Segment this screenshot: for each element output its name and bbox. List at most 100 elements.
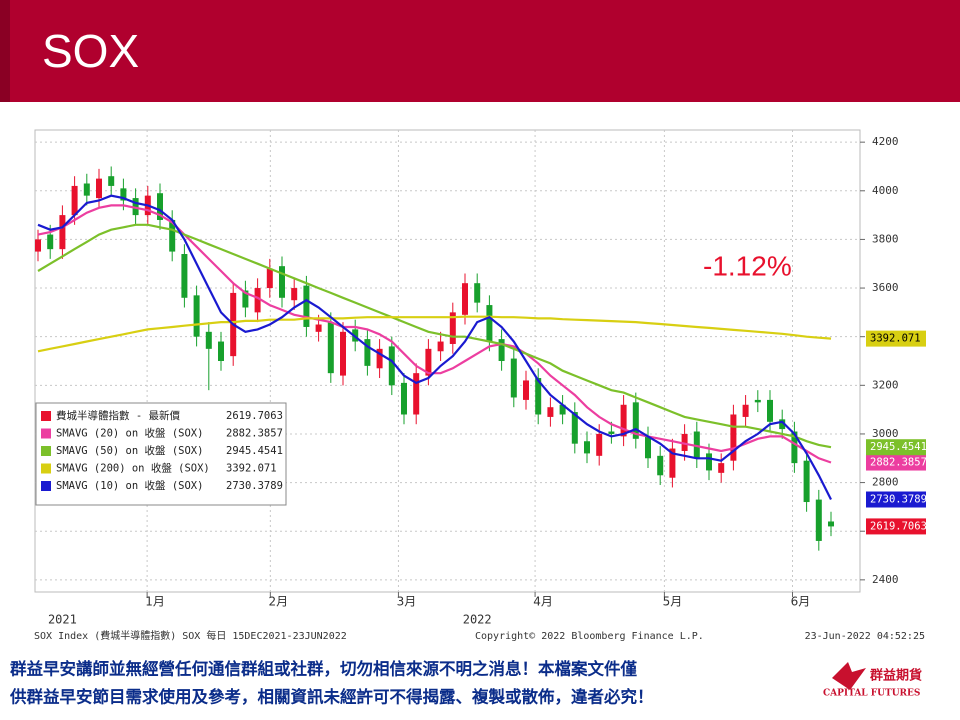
legend-swatch [41,481,51,491]
ma-line [37,315,832,353]
candle-body [608,431,615,434]
y-tick-label: 2800 [872,476,899,489]
value-tag [866,439,926,456]
value-tag [866,454,926,471]
candle-body [596,433,603,456]
candle-body [571,412,578,444]
logo-sub: CAPITAL FUTURES [823,689,920,699]
candle-body [645,436,651,459]
candle-body [169,219,176,252]
legend-label: SMAVG (200) on 收盤 (SOX) [56,462,210,475]
value-tag [866,518,926,535]
y-tick-label: 3600 [872,281,899,294]
candle-body [779,419,786,430]
y-tick-label: 4000 [872,184,899,197]
header-accent [0,0,10,102]
candle-body [437,341,444,352]
x-tick-label: 1月 [145,595,165,609]
candle-body [657,455,664,476]
candle-body [291,288,298,301]
candle-body [718,463,725,473]
plot: 2400260028003000320034003600380040004200… [34,129,927,627]
x-tick-label: 4月 [533,595,553,609]
candle-body [693,431,700,459]
x-tick-label: 6月 [791,595,811,609]
y-tick-label: 2400 [872,573,899,586]
legend-swatch [41,446,51,456]
candle-body [35,239,41,252]
legend-label: SMAVG (20) on 收盤 (SOX) [56,427,203,440]
candle-body [754,399,761,403]
ma-line [37,194,832,500]
candle-body [120,188,127,201]
slide-title: SOX [42,25,139,77]
candle-body [815,499,822,541]
candle-body [315,324,322,332]
candle-body [632,402,639,439]
candle-body [803,460,810,503]
candle-body [449,312,456,344]
candle-body [425,348,432,376]
legend-label: 費城半導體指數 - 最新價 [56,409,180,422]
candle-body [181,254,188,298]
candle-body [108,176,115,186]
year-label: 2022 [463,613,492,627]
candle-body [510,358,517,398]
candle-body [474,283,481,303]
candle-body [388,346,395,386]
candle-body [559,404,566,415]
legend-label: SMAVG (50) on 收盤 (SOX) [56,444,203,457]
legend-box [35,402,287,506]
year-label: 2021 [48,613,77,627]
x-tick-label: 2月 [269,595,289,609]
candle-body [303,285,310,327]
candle-body [486,305,493,342]
candle-body [205,331,212,349]
candle-body [266,268,273,289]
y-tick-label: 3000 [872,427,899,440]
candle-body [791,431,798,464]
candle-body [327,322,334,374]
candle-body [535,378,542,415]
candle-body [47,234,54,250]
candle-body [547,407,554,417]
candle-body [193,295,200,337]
candle-body [254,288,261,313]
legend-swatch [41,463,51,474]
candle-body [96,178,102,199]
candle-body [132,198,139,216]
candle-body [364,339,371,366]
candle-body [83,183,90,196]
y-tick-label: 3800 [872,232,899,245]
candle-body [279,266,285,298]
legend-label: SMAVG (10) on 收盤 (SOX) [56,479,203,492]
value-tag-label: 2882.3857 [870,457,927,469]
y-tick-label: 3200 [872,378,899,391]
logo-icon [832,662,866,690]
value-tag-label: 2945.4541 [870,441,927,453]
candle-body [340,331,346,376]
candle-body [59,215,66,250]
logo-name: 群益期貨 [870,668,922,684]
legend-swatch [41,411,51,421]
legend-value: 2619.7063 [226,410,283,422]
candle-body [523,380,529,400]
ma-line [37,223,832,449]
value-tag-label: 2730.3789 [870,494,927,506]
value-tag [866,330,926,347]
candle-body [218,341,224,361]
legend-value: 2730.3789 [226,480,283,492]
value-tag-label: 2619.7063 [870,520,927,532]
candle-body [401,382,407,415]
candle-body [498,339,505,361]
candle-body [462,283,468,315]
legend-value: 2945.4541 [226,445,283,457]
candle-body [706,453,712,471]
candle-body [669,448,676,478]
disclaimer-line: 群益早安講師並無經營任何通信群組或社群，切勿相信來源不明之消息！本檔案文件僅 [10,659,638,679]
x-tick-label: 5月 [663,595,683,609]
legend-value: 3392.071 [226,463,277,475]
header-bar [0,0,960,102]
candle-body [620,404,627,437]
